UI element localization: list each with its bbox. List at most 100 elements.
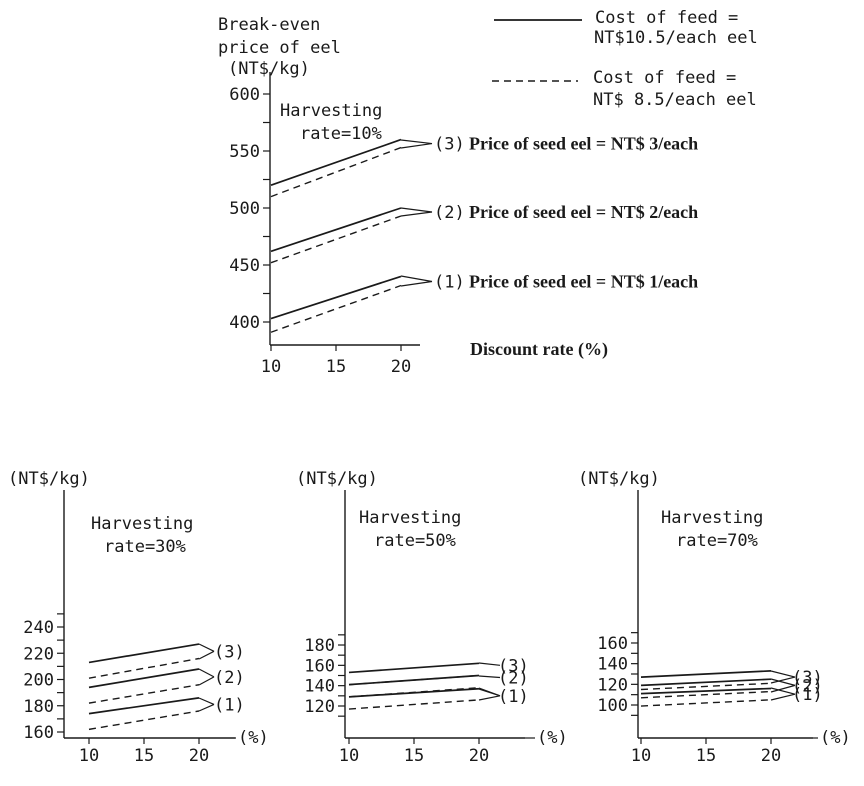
y-tick-label: 100 — [597, 696, 628, 716]
group-label: (2) — [214, 668, 245, 688]
series-line-dashed-3 — [270, 146, 402, 198]
x-tick-label: 15 — [404, 746, 424, 766]
y-tick-label: 400 — [229, 313, 260, 333]
group-connector — [478, 687, 501, 697]
y-tick-label: 240 — [23, 618, 54, 638]
harvesting-rate-annotation: Harvesting — [91, 514, 193, 534]
y-tick-label: 600 — [229, 85, 260, 105]
y-tick-label: 500 — [229, 199, 260, 219]
group-label: (3) — [792, 668, 823, 688]
group-label: (1) — [498, 687, 529, 707]
y-tick-label: 120 — [304, 697, 335, 717]
x-tick-label: 20 — [189, 746, 209, 766]
group-label: (3) — [498, 656, 529, 676]
x-axis-label: (%) — [820, 728, 851, 748]
legend-solid-line-2: NT$10.5/each eel — [594, 28, 758, 48]
group-connector — [400, 275, 433, 283]
y-tick-label: 160 — [597, 634, 628, 654]
x-axis-label: (%) — [238, 728, 269, 748]
x-tick-label: 20 — [391, 357, 411, 377]
group-connector — [400, 142, 433, 149]
series-line-dashed-1 — [348, 687, 480, 698]
group-label-text: Price of seed eel = NT$ 1/each — [469, 272, 698, 292]
y-axis-label: (NT$/kg) — [578, 469, 660, 489]
group-connector — [478, 695, 501, 701]
group-label: (2) — [792, 676, 823, 696]
group-connector — [198, 650, 215, 660]
series-line-dashed-2 — [88, 684, 200, 704]
y-tick-label: 550 — [229, 142, 260, 162]
y-tick-label: 120 — [597, 675, 628, 695]
series-line-dashed-1 — [270, 284, 402, 333]
y-tick-label: 140 — [304, 677, 335, 697]
x-tick-label: 10 — [631, 746, 651, 766]
x-tick-label: 20 — [761, 746, 781, 766]
group-label: (1) — [214, 695, 245, 715]
y-axis-label: (NT$/kg) — [296, 469, 378, 489]
series-line-dashed-2 — [270, 215, 402, 264]
series-line-dashed-1 — [88, 710, 200, 731]
chart-panel-1: 400 450 500 550 600 10 15 20 (NT$/kg) Discount ra… — [228, 59, 698, 377]
y-axis-label: (NT$/kg) — [8, 469, 90, 489]
x-axis-label: Discount rate (%) — [470, 339, 608, 360]
x-tick-label: 10 — [79, 746, 99, 766]
legend: Break-even price of eel Cost of feed = N… — [218, 8, 758, 110]
x-tick-label: 15 — [134, 746, 154, 766]
x-tick-label: 20 — [469, 746, 489, 766]
group-label-text: Price of seed eel = NT$ 2/each — [469, 202, 698, 222]
chart-panels: 400 450 500 550 600 10 15 20 (NT$/kg) Discount ra… — [8, 59, 851, 766]
series-line-solid-3 — [270, 138, 402, 187]
series-line-dashed-1 — [348, 699, 480, 710]
y-tick-label: 160 — [23, 723, 54, 743]
harvesting-rate-annotation: rate=30% — [104, 537, 186, 557]
harvesting-rate-annotation: Harvesting — [359, 508, 461, 528]
x-axis-label: (%) — [537, 728, 568, 748]
y-tick-label: 180 — [304, 636, 335, 656]
series-line-solid-1 — [270, 275, 402, 320]
harvesting-rate-annotation: rate=70% — [676, 531, 758, 551]
group-connector — [400, 139, 433, 145]
group-connector — [198, 703, 215, 712]
series-line-dashed-2 — [640, 690, 772, 699]
legend-header-line-2: price of eel — [218, 38, 341, 58]
group-connector — [770, 678, 796, 686]
group-connector — [770, 684, 796, 693]
group-connector — [770, 693, 796, 701]
group-connector — [400, 207, 433, 213]
group-connector — [198, 668, 215, 678]
group-label: (2) — [498, 669, 529, 689]
series-line-solid-2 — [270, 207, 402, 253]
group-connector — [400, 211, 433, 217]
y-tick-label: 450 — [229, 256, 260, 276]
x-tick-label: 15 — [326, 357, 346, 377]
group-connector — [478, 662, 501, 666]
group-connector — [770, 687, 796, 695]
y-axis-label: (NT$/kg) — [228, 59, 310, 79]
y-tick-label: 180 — [23, 697, 54, 717]
series-line-solid-3 — [348, 662, 480, 674]
x-tick-label: 10 — [261, 357, 281, 377]
group-connector — [198, 697, 215, 705]
series-line-dashed-2 — [348, 674, 480, 686]
group-label-text: Price of seed eel = NT$ 3/each — [469, 134, 698, 154]
series-line-solid-2 — [88, 668, 200, 689]
y-tick-label: 220 — [23, 644, 54, 664]
legend-dashed-line-1: Cost of feed = — [593, 68, 736, 88]
group-connector — [400, 280, 433, 287]
y-tick-label: 140 — [597, 655, 628, 675]
series-line-dashed-3 — [88, 657, 200, 679]
legend-header-line-1: Break-even — [218, 15, 320, 35]
group-connector — [770, 676, 796, 684]
y-tick-label: 200 — [23, 671, 54, 691]
group-label-id: (2) — [434, 203, 465, 223]
group-connector — [478, 675, 501, 679]
series-line-solid-2 — [640, 678, 772, 687]
group-label-id: (3) — [434, 135, 465, 155]
x-tick-label: 15 — [696, 746, 716, 766]
x-tick-label: 10 — [339, 746, 359, 766]
y-tick-label: 160 — [304, 656, 335, 676]
group-label-id: (1) — [434, 273, 465, 293]
